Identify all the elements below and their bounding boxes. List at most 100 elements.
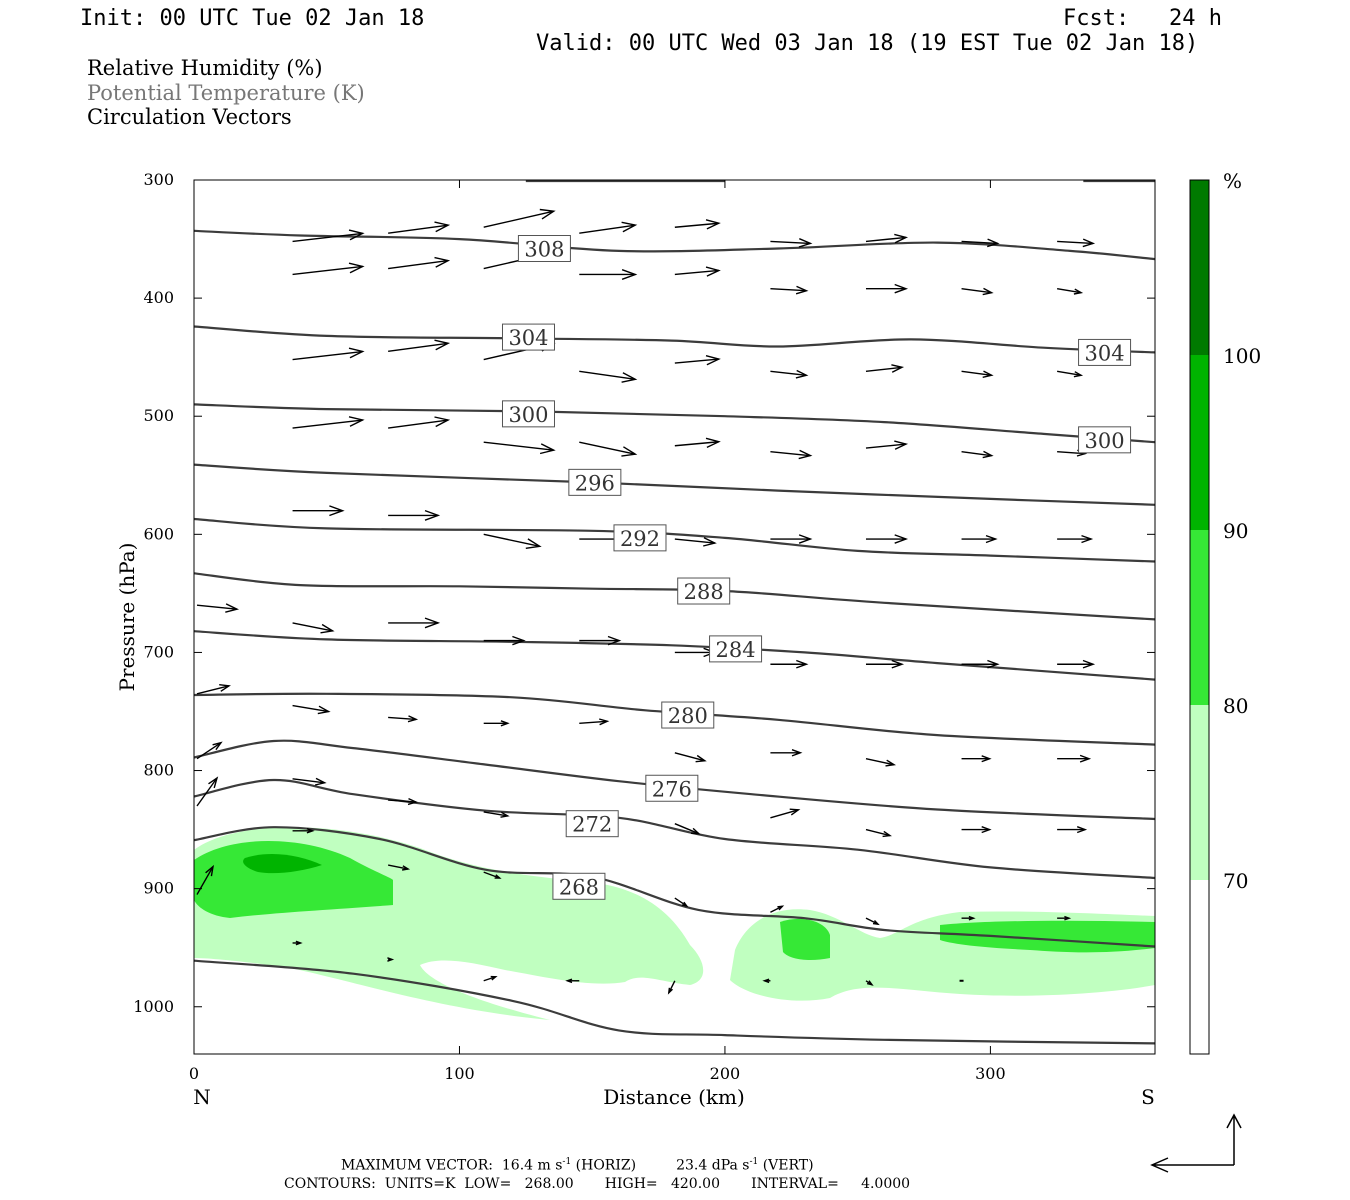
contour-label: 300 [1085, 429, 1125, 453]
circulation-vector [388, 617, 441, 629]
y-axis-ticks: 300 400 500 600 700 800 900 1000 [133, 170, 1155, 1016]
circulation-vector [674, 537, 717, 547]
circulation-vector [292, 416, 365, 429]
circulation-vector [674, 647, 717, 658]
circulation-vector [865, 233, 909, 244]
circulation-vector [865, 364, 905, 373]
circulation-vector [579, 635, 622, 646]
x-tick-label: 0 [189, 1064, 199, 1083]
contour-label-box [1078, 338, 1132, 366]
theta-contour-line [194, 692, 1155, 746]
circulation-vector [770, 285, 809, 295]
contour-label: 272 [572, 813, 612, 837]
circulation-vector [865, 534, 909, 544]
circulation-vector [579, 370, 638, 383]
circulation-vector [292, 777, 327, 786]
theta-contour-line [194, 517, 1155, 563]
theta-contour-line [194, 572, 1155, 621]
theta-contour-line [194, 630, 1155, 681]
theta-contour-line [194, 959, 1155, 1045]
circulation-vector [770, 534, 813, 544]
y-tick-label: 500 [143, 406, 174, 425]
colorbar-label-90: 90 [1223, 519, 1248, 543]
circulation-vector [196, 603, 240, 613]
circulation-vector [961, 450, 994, 459]
max-vector-note: MAXIMUM VECTOR: 16.4 m s-1 (HORIZ) 23.4 … [341, 1157, 814, 1174]
valid-time: Valid: 00 UTC Wed 03 Jan 18 (19 EST Tue … [536, 31, 1199, 56]
plot-frame [193, 179, 1156, 1055]
x-tick-label: 200 [710, 1064, 741, 1083]
circulation-vector [961, 238, 1000, 248]
colorbar-label-80: 80 [1223, 694, 1248, 718]
colorbar: % 100 90 80 70 [1189, 169, 1261, 1055]
circulation-vector [674, 752, 707, 763]
circulation-vector [1057, 534, 1094, 544]
init-time: Init: 00 UTC Tue 02 Jan 18 [80, 6, 425, 31]
contour-label: 300 [508, 403, 548, 427]
y-tick-label: 600 [143, 524, 174, 543]
theta-contour-line [194, 325, 1155, 354]
circulation-vector [865, 917, 880, 926]
circulation-vector [483, 975, 498, 982]
circulation-vector [579, 441, 638, 457]
circulation-vector [292, 828, 315, 834]
circulation-vector [961, 826, 992, 834]
circulation-vector [961, 534, 998, 544]
rh-80-region-2 [780, 918, 830, 960]
y-tick-label: 1000 [133, 997, 174, 1016]
circulation-vector [292, 622, 335, 634]
colorbar-band-80 [1190, 530, 1209, 705]
circulation-vector [388, 797, 419, 806]
contour-label-box [613, 524, 667, 552]
circulation-vector [674, 355, 721, 366]
theta-contour-line [194, 229, 1155, 261]
circulation-vector [292, 262, 365, 276]
circulation-vector [483, 720, 510, 727]
contour-label: 304 [1085, 341, 1125, 365]
circulation-vector [388, 339, 451, 352]
circulation-vector [865, 758, 897, 767]
theta-contours [194, 180, 1155, 1045]
circulation-vector [292, 704, 331, 715]
circulation-vector [961, 370, 994, 378]
contour-label: 280 [668, 704, 708, 728]
circulation-vector [483, 441, 556, 455]
forecast-hour: Fcst: 24 h [1063, 6, 1222, 31]
circulation-vectors [196, 208, 1096, 995]
y-tick-label: 400 [143, 288, 174, 307]
circulation-vector [1057, 370, 1084, 378]
circulation-vector [196, 684, 231, 695]
contour-label-box [677, 577, 731, 605]
circulation-vector [579, 269, 638, 280]
circulation-vector [770, 449, 813, 460]
colorbar-band-90 [1190, 355, 1209, 530]
colorbar-frame [1189, 179, 1210, 1055]
theta-contour-line [194, 739, 1155, 821]
circulation-vector [579, 221, 638, 234]
circulation-vector [770, 369, 809, 379]
contour-label: 276 [652, 777, 692, 801]
circulation-vector [770, 905, 785, 913]
circulation-vector [388, 715, 419, 723]
circulation-vector [770, 238, 813, 248]
circulation-vector [1057, 754, 1092, 763]
rh-90-region [243, 854, 322, 874]
circulation-vector [292, 347, 365, 361]
contour-label-box [517, 235, 571, 263]
circulation-vector [483, 635, 526, 646]
circulation-vector [1057, 287, 1084, 295]
field-label-vectors: Circulation Vectors [87, 105, 292, 129]
circulation-vector [292, 505, 345, 517]
contour-label: 292 [620, 527, 660, 551]
rh-shading [194, 827, 1155, 1020]
colorbar-band-70 [1190, 705, 1209, 880]
contour-label-box [565, 810, 619, 838]
contour-label-box [501, 323, 555, 351]
circulation-vector [1057, 826, 1088, 834]
circulation-vector [292, 940, 303, 946]
circulation-vector [483, 811, 510, 818]
theta-contour-line [194, 778, 1155, 880]
contour-label: 284 [716, 638, 756, 662]
circulation-vector [196, 864, 215, 895]
